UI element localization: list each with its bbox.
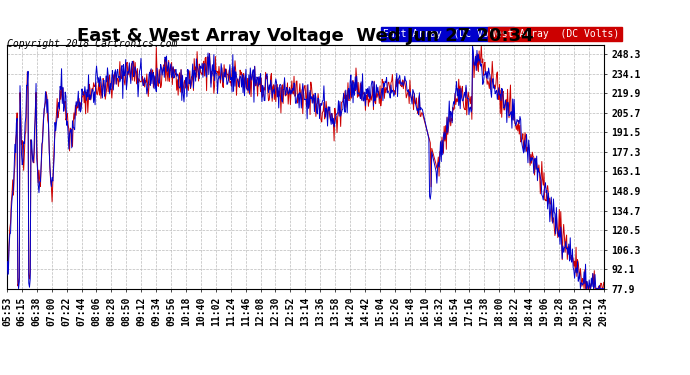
Text: Copyright 2018 Cartronics.com: Copyright 2018 Cartronics.com [7,39,177,50]
Text: West Array  (DC Volts): West Array (DC Volts) [491,29,620,39]
Title: East & West Array Voltage  Wed Jun 27 20:34: East & West Array Voltage Wed Jun 27 20:… [77,27,533,45]
Text: East Array  (DC Volts): East Array (DC Volts) [383,29,512,39]
